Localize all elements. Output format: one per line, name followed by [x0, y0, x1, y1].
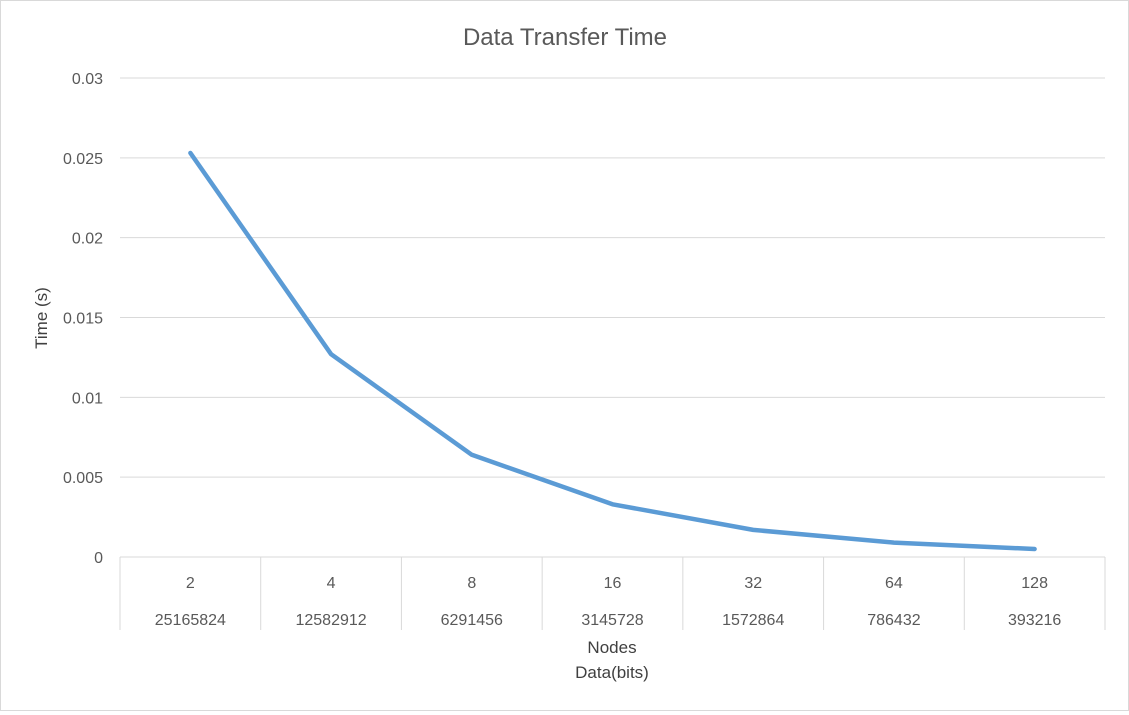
x-tick-label: 16: [604, 575, 622, 592]
x-tick-label: 4: [327, 575, 336, 592]
gridlines: [120, 78, 1105, 557]
x-axis-categories: 2 4 8 16 32 64 128 25165824 12582912 6291456 31457…: [120, 557, 1105, 630]
y-tick-label: 0.005: [63, 470, 103, 487]
x-tick-label-secondary: 786432: [867, 612, 920, 629]
series-layer: [190, 153, 1034, 549]
y-tick-label: 0.03: [72, 71, 103, 88]
y-axis-title: Time (s): [32, 287, 51, 349]
x-axis-title-secondary: Data(bits): [575, 663, 649, 682]
series-line: [190, 153, 1034, 549]
x-tick-label: 32: [744, 575, 762, 592]
x-tick-label: 64: [885, 575, 903, 592]
y-tick-label: 0.01: [72, 390, 103, 407]
x-tick-label-secondary: 12582912: [295, 612, 366, 629]
x-tick-label: 2: [186, 575, 195, 592]
y-tick-label: 0: [94, 550, 103, 567]
x-tick-label-secondary: 1572864: [722, 612, 784, 629]
x-tick-label: 8: [467, 575, 476, 592]
chart-title: Data Transfer Time: [463, 24, 667, 51]
x-tick-label-secondary: 6291456: [441, 612, 503, 629]
x-tick-label-secondary: 25165824: [155, 612, 226, 629]
y-tick-label: 0.02: [72, 231, 103, 248]
x-tick-label-secondary: 3145728: [581, 612, 643, 629]
y-axis-ticks: 0 0.005 0.01 0.015 0.02 0.025 0.03: [63, 71, 103, 567]
x-tick-label-secondary: 393216: [1008, 612, 1061, 629]
y-tick-label: 0.015: [63, 311, 103, 328]
y-tick-label: 0.025: [63, 151, 103, 168]
x-tick-label: 128: [1021, 575, 1048, 592]
x-axis-title: Nodes: [587, 638, 636, 657]
